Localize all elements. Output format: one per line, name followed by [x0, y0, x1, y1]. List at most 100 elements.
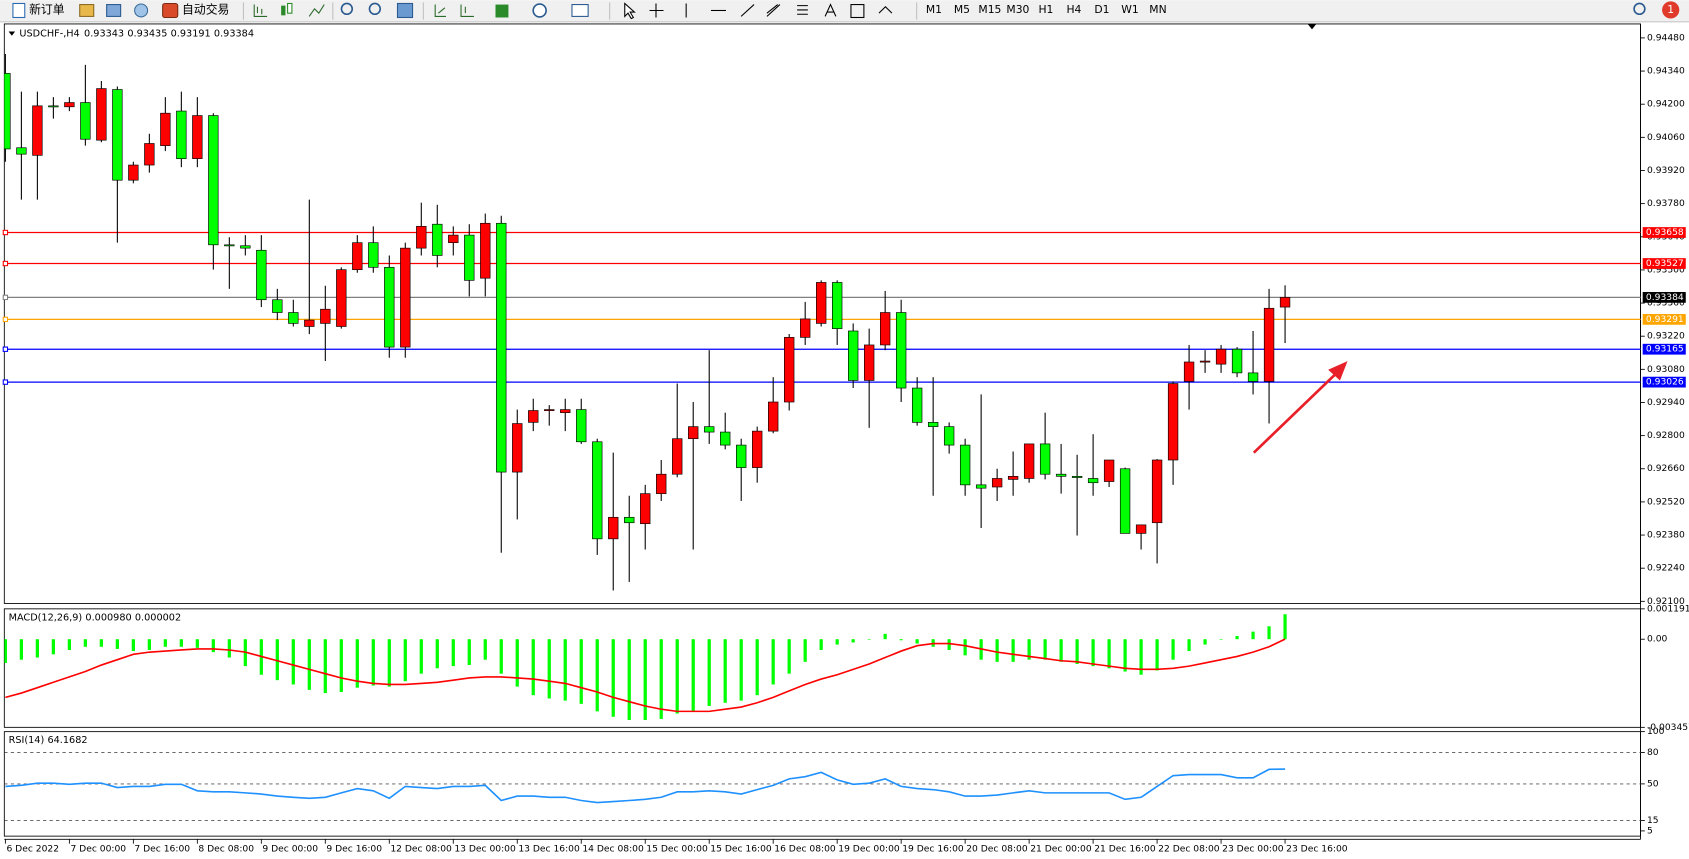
candle-body [752, 430, 763, 468]
price-level-label-bg [1642, 291, 1686, 303]
zoom-in-icon[interactable] [340, 2, 354, 16]
timeframe-button[interactable]: M5 [954, 3, 970, 16]
macd-bar [1251, 631, 1255, 640]
zoom-out-icon[interactable] [368, 2, 382, 16]
price-level-marker [2, 260, 9, 267]
new-order-icon[interactable] [12, 2, 26, 19]
search-icon[interactable] [1633, 2, 1646, 16]
y-tick-label: 0.92520 [1647, 497, 1685, 507]
x-tick-label: 6 Dec 2022 [6, 845, 59, 855]
x-tick-label: 9 Dec 00:00 [262, 845, 318, 855]
macd-bar [883, 633, 887, 640]
fibo-icon[interactable] [797, 5, 808, 15]
auto-trading-icon[interactable] [162, 2, 179, 19]
x-tick-label: 20 Dec 08:00 [966, 845, 1028, 855]
y-tick-label: 0.92100 [1647, 597, 1685, 607]
tool-icon[interactable] [134, 3, 149, 18]
tool-icon[interactable] [79, 4, 95, 17]
candle-body [496, 222, 507, 473]
candle-body [176, 110, 187, 159]
macd-bar [403, 639, 407, 682]
candle-body [768, 401, 779, 432]
x-tick-label: 19 Dec 00:00 [838, 845, 900, 855]
candle-body [1071, 476, 1083, 478]
timeframe-button[interactable]: H4 [1066, 3, 1081, 16]
candle-icon[interactable] [281, 5, 286, 16]
macd-bar [339, 639, 343, 693]
shift-marker [1307, 23, 1317, 30]
candle-body [959, 444, 971, 486]
timeframe-button[interactable]: H1 [1038, 3, 1053, 16]
macd-bar [1155, 639, 1159, 671]
candle-body [112, 89, 123, 181]
macd-bar [195, 639, 199, 648]
macd-bar [1171, 639, 1175, 660]
macd-bar [387, 639, 391, 687]
candle-body [288, 312, 299, 324]
macd-bar [1107, 639, 1111, 669]
price-level-label: 0.93658 [1646, 228, 1684, 238]
macd-bar [1011, 639, 1015, 662]
candle-body [1135, 524, 1147, 534]
candle-body [1231, 348, 1243, 374]
y-tick-label: 0.00 [1647, 635, 1668, 645]
periods-icon[interactable] [532, 3, 547, 18]
x-tick-label: 22 Dec 08:00 [1158, 845, 1220, 855]
candle-body [528, 410, 539, 423]
auto-trading-button[interactable]: 自动交易 [182, 2, 229, 16]
timeframe-button[interactable]: MN [1149, 3, 1166, 16]
autoscroll-icon[interactable] [460, 4, 474, 17]
candle-body [1263, 307, 1275, 382]
arrows-icon[interactable] [878, 5, 893, 14]
timeframe-button[interactable]: D1 [1094, 3, 1109, 16]
macd-bar [435, 639, 439, 669]
macd-bar [595, 639, 599, 712]
candle-body [1247, 372, 1259, 382]
candle-body [240, 245, 251, 249]
label-icon[interactable] [850, 4, 865, 19]
y-tick-label: 100 [1647, 727, 1665, 737]
candle-icon[interactable] [287, 2, 293, 14]
candle-body [48, 105, 59, 108]
macd-bar [467, 639, 471, 666]
candle-body [16, 147, 27, 155]
macd-bar [483, 639, 487, 660]
y-tick-label: 0.92800 [1647, 431, 1685, 441]
timeframe-button[interactable]: M1 [926, 3, 942, 16]
indicators-icon[interactable] [495, 4, 509, 18]
price-level-label-bg [1642, 376, 1686, 388]
close-value: 0.93384 [214, 29, 254, 40]
text-icon[interactable] [824, 3, 837, 17]
open-value: 0.93343 [84, 29, 124, 40]
candle-body [975, 484, 987, 489]
candle-body [336, 269, 347, 327]
price-level-label: 0.93291 [1646, 315, 1684, 325]
shift-icon[interactable] [434, 4, 446, 17]
channel-icon[interactable] [766, 4, 781, 17]
signal-value: 0.000002 [135, 612, 181, 623]
bar-chart-icon[interactable] [253, 4, 268, 17]
trendline-icon[interactable] [740, 4, 755, 17]
y-tick-label: 0.92660 [1647, 464, 1685, 474]
line-chart-icon[interactable] [308, 4, 325, 17]
timeframe-button[interactable]: W1 [1121, 3, 1139, 16]
macd-bar [915, 639, 919, 644]
x-tick-label: 14 Dec 08:00 [582, 845, 644, 855]
price-level-marker [2, 294, 9, 301]
rsi-value: 64.1682 [47, 735, 87, 746]
cursor-icon[interactable] [624, 2, 636, 20]
tool-icon[interactable] [106, 4, 122, 17]
price-level-label-bg [1642, 314, 1686, 325]
new-order-button[interactable]: 新订单 [29, 2, 65, 16]
candle-body [272, 299, 283, 313]
timeframe-button[interactable]: M30 [1006, 3, 1029, 16]
tile-icon[interactable] [396, 2, 414, 19]
macd-bar [35, 639, 39, 658]
timeframe-button[interactable]: M15 [978, 3, 1001, 16]
candle-body [688, 426, 699, 440]
macd-bar [819, 639, 823, 650]
notification-badge[interactable] [1662, 1, 1680, 19]
templates-icon[interactable] [571, 4, 589, 17]
crosshair-icon[interactable] [649, 3, 664, 18]
